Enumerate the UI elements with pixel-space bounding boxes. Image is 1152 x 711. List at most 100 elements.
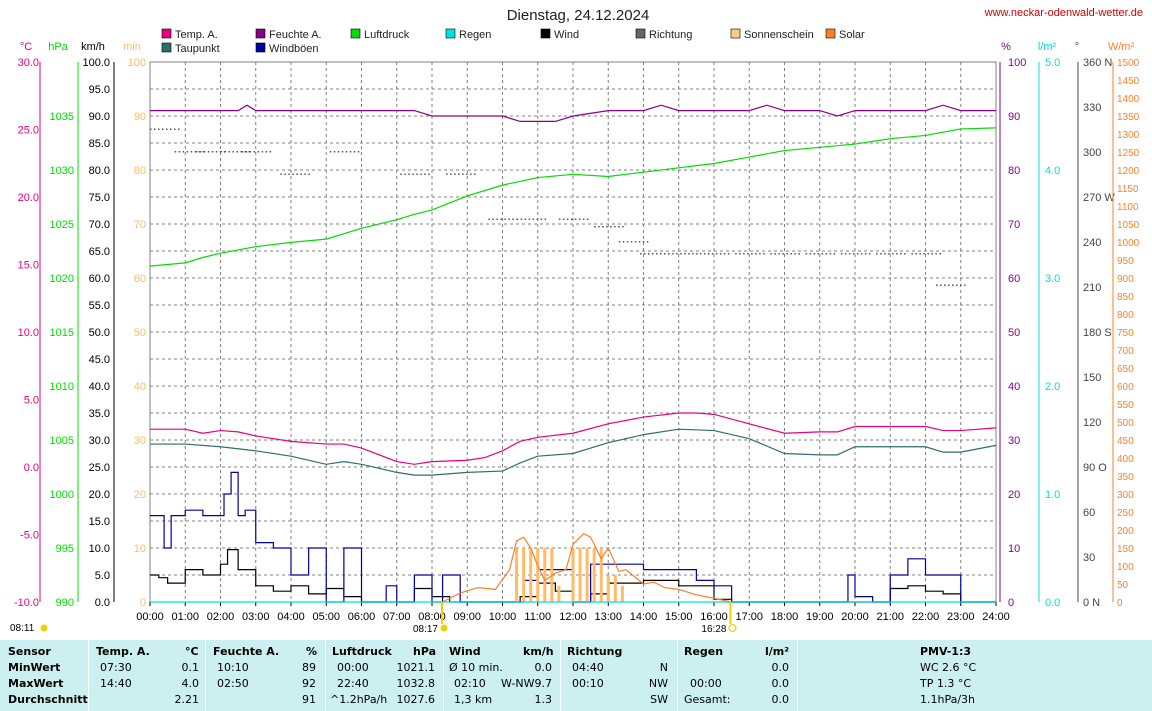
sun-icon (728, 623, 737, 633)
y-tick-wind: 70.0 (89, 219, 110, 231)
direction-point (692, 253, 694, 255)
legend-label: Regen (459, 29, 491, 41)
y-tick-temp: 30.0 (18, 57, 39, 69)
y-tick-dir: 30 (1083, 552, 1095, 564)
direction-point (688, 253, 690, 255)
direction-point (699, 253, 702, 255)
y-tick-temp: 25.0 (18, 125, 39, 137)
axis-unit-sun: min (123, 41, 141, 53)
direction-point (528, 218, 531, 220)
y-tick-wind: 55.0 (89, 300, 110, 312)
direction-point (622, 241, 625, 243)
y-tick-solar: 1200 (1117, 166, 1140, 177)
direction-point (952, 284, 954, 286)
axis-unit-rain: l/m² (1038, 41, 1057, 53)
y-tick-wind: 0.0 (95, 597, 110, 609)
direction-point (848, 253, 851, 255)
y-tick-wind: 75.0 (89, 192, 110, 204)
y-tick-solar: 600 (1117, 382, 1134, 393)
direction-point (329, 151, 332, 153)
direction-point (400, 173, 402, 175)
y-tick-solar: 1050 (1117, 220, 1140, 231)
direction-point (794, 253, 796, 255)
direction-point (202, 151, 205, 153)
direction-point (170, 128, 172, 130)
legend-label: Richtung (649, 29, 692, 41)
row-header-avg: Durchschnitt (8, 693, 88, 706)
direction-point (508, 218, 510, 220)
direction-point (261, 151, 264, 153)
y-tick-solar: 100 (1117, 562, 1134, 573)
website-link[interactable]: www.neckar-odenwald-wetter.de (984, 7, 1143, 19)
direction-point (711, 253, 714, 255)
row-header-max: MaxWert (8, 677, 64, 690)
direction-point (643, 253, 646, 255)
direction-point (723, 253, 726, 255)
legend-label: Solar (839, 29, 865, 41)
sunshine-bar (522, 548, 526, 602)
y-tick-sun: 90 (134, 111, 146, 123)
direction-point (536, 218, 539, 220)
legend-swatch (445, 28, 456, 39)
direction-point (178, 151, 181, 153)
y-tick-solar: 1100 (1117, 202, 1139, 213)
direction-point (610, 226, 612, 228)
direction-point (520, 218, 523, 220)
direction-point (936, 284, 938, 286)
dir-avg: SW (650, 693, 668, 706)
chart-title: Dienstag, 24.12.2024 (507, 7, 650, 24)
direction-point (663, 253, 666, 255)
y-tick-wind: 25.0 (89, 462, 110, 474)
y-tick-hum: 10 (1008, 543, 1020, 555)
hum-unit: % (306, 645, 318, 658)
direction-point (790, 253, 792, 255)
press-max: 1032.8 (396, 677, 436, 690)
direction-point (488, 218, 490, 220)
y-tick-press: 1035 (50, 111, 74, 123)
y-tick-solar: 550 (1117, 400, 1134, 411)
direction-point (602, 226, 604, 228)
y-tick-solar: 800 (1117, 310, 1134, 321)
hum-max-time: 02:50 (217, 677, 249, 690)
direction-point (190, 151, 193, 153)
direction-point (333, 151, 336, 153)
sunrise-label: 08:17 (413, 624, 438, 635)
direction-point (735, 253, 737, 255)
legend-swatch (540, 28, 551, 39)
y-tick-temp: 20.0 (18, 192, 39, 204)
press-min: 1021.1 (396, 661, 436, 674)
direction-point (809, 253, 812, 255)
x-tick-label: 11:00 (524, 611, 551, 623)
direction-point (428, 173, 430, 175)
direction-point (935, 253, 937, 255)
sunrise-prev-label: 08:11 (10, 623, 35, 634)
direction-point (280, 173, 282, 175)
y-tick-sun: 60 (134, 273, 146, 285)
direction-point (284, 173, 286, 175)
y-tick-sun: 20 (134, 489, 146, 501)
wind-max: 9.7 (534, 677, 553, 690)
pmv-header: PMV-1:3 (920, 645, 971, 658)
direction-point (651, 253, 654, 255)
x-tick-label: 18:00 (771, 611, 799, 623)
y-tick-solar: 450 (1117, 436, 1134, 447)
y-tick-solar: 1150 (1117, 184, 1139, 195)
series-line-feuchte-a- (150, 104, 996, 122)
y-tick-solar: 700 (1117, 346, 1134, 357)
sun-events: 08:11 08:17 16:28 (10, 602, 737, 635)
y-tick-sun: 100 (128, 57, 146, 69)
series-line-temp-a- (150, 412, 997, 465)
y-tick-dir: 150 (1083, 372, 1101, 384)
y-tick-wind: 35.0 (89, 408, 110, 420)
sunshine-bar (543, 548, 547, 602)
direction-point (412, 173, 414, 175)
direction-point (646, 241, 649, 243)
y-tick-wind: 90.0 (89, 111, 110, 123)
direction-point (308, 173, 310, 175)
press-trend: ^1.2hPa/h (330, 693, 388, 706)
y-tick-dir: 90 O (1083, 462, 1107, 474)
direction-point (265, 151, 268, 153)
axis-unit-wind: km/h (81, 41, 105, 53)
direction-point (786, 253, 788, 255)
direction-point (207, 151, 210, 153)
